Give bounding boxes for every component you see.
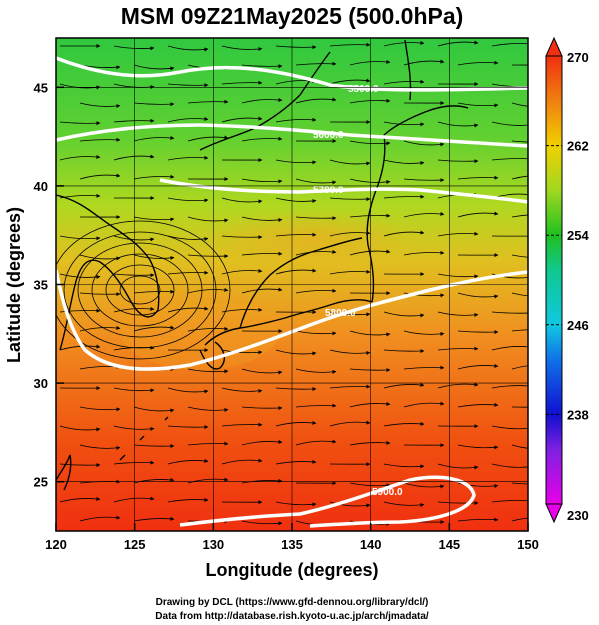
contour-label-5500: 5500.0 — [348, 84, 379, 95]
coastlines — [56, 39, 469, 491]
contour-label-5700: 5700.0 — [313, 185, 344, 196]
colorbar-tick-label: 238 — [567, 407, 589, 422]
y-tick-label: 45 — [34, 80, 48, 95]
colorbar-top-arrow — [545, 36, 563, 57]
contour-5900-line — [179, 475, 476, 528]
x-tick-label: 145 — [438, 537, 460, 552]
wind-streamlines — [56, 40, 528, 527]
contour-label-5900: 5900.0 — [372, 487, 403, 498]
chart-title: MSM 09Z21May2025 (500.0hPa) — [121, 3, 464, 29]
colorbar-bottom-arrow — [545, 503, 563, 524]
contour-5800-line — [56, 269, 528, 371]
colorbar-tick-label: 270 — [567, 50, 589, 65]
x-tick-label: 130 — [202, 537, 224, 552]
contour-label-5800: 5800.0 — [325, 308, 356, 319]
x-tick-label: 120 — [45, 537, 67, 552]
colorbar-tick-label: 246 — [567, 318, 589, 333]
contour-5700-line — [159, 178, 528, 204]
credit-drawing: Drawing by DCL (https://www.gfd-dennou.o… — [156, 597, 429, 608]
x-tick-label: 150 — [517, 537, 539, 552]
x-axis-ticks: 120 125 130 135 140 145 150 — [45, 523, 539, 552]
x-tick-label: 125 — [124, 537, 146, 552]
credit-data: Data from http://database.rish.kyoto-u.a… — [155, 611, 429, 622]
y-tick-label: 30 — [34, 376, 48, 391]
y-tick-label: 40 — [34, 179, 48, 194]
y-axis-ticks: 25 30 35 40 45 — [34, 80, 64, 490]
contour-5600-line — [56, 123, 528, 148]
height-contours — [56, 56, 528, 528]
contour-label-5600: 5600.0 — [313, 130, 344, 141]
y-tick-label: 25 — [34, 475, 48, 490]
x-tick-label: 140 — [360, 537, 382, 552]
colorbar-tick-label: 254 — [567, 228, 589, 243]
y-tick-label: 35 — [34, 278, 48, 293]
y-axis-label: Latitude (degrees) — [4, 207, 24, 363]
x-tick-label: 135 — [281, 537, 303, 552]
graticule — [56, 38, 528, 531]
colorbar-tick-label: 230 — [567, 508, 589, 523]
colorbar-tick-label: 262 — [567, 139, 589, 154]
contour-5500-line — [56, 56, 528, 92]
colorbar: 230 238 246 254 262 270 — [545, 36, 589, 524]
x-axis-label: Longitude (degrees) — [205, 560, 378, 580]
